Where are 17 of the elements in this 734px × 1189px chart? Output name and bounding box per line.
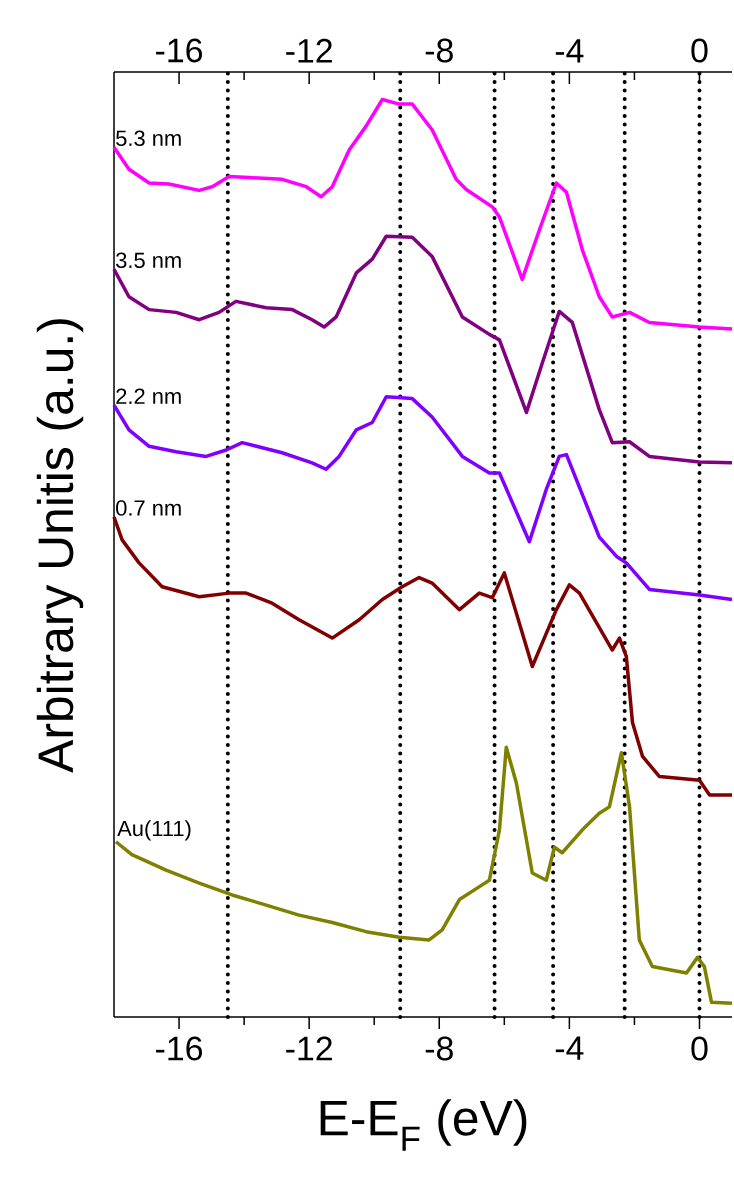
x-tick-label: -16 <box>156 1036 203 1061</box>
x2-tick-label: 0 <box>691 38 708 63</box>
x2-tick-label: -4 <box>555 39 584 63</box>
series-label: Au(111) <box>117 820 191 841</box>
x2-tick-label: -16 <box>156 38 203 63</box>
series-label: 2.2 nm <box>116 388 181 404</box>
series-label: 5.3 nm <box>116 130 181 147</box>
x-axis-title: E-E$_{F}$ (eV) <box>320 1099 527 1151</box>
x-tick-label: -4 <box>555 1036 584 1060</box>
x2-tick-label: -12 <box>286 38 332 63</box>
x-tick-label: -8 <box>425 1036 453 1061</box>
x-tick-label: 0 <box>691 1036 708 1061</box>
y-axis-title: Arbitrary Unitis (a.u.) <box>36 319 84 773</box>
series-label: 0.7 nm <box>116 500 181 516</box>
x-tick-label: -12 <box>286 1036 332 1061</box>
x2-tick-label: -8 <box>425 38 453 63</box>
series-label: 3.5 nm <box>116 252 181 269</box>
